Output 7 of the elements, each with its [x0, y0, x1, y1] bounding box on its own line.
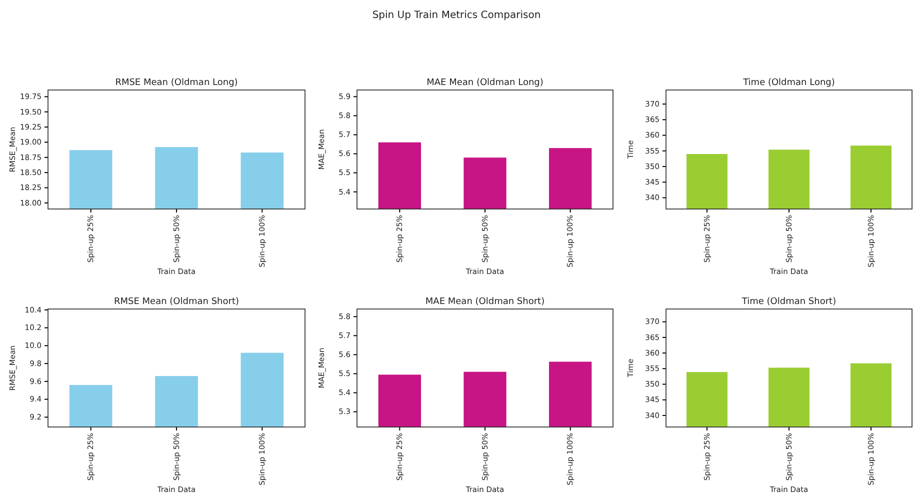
chart-title: MAE Mean (Oldman Short)	[425, 297, 545, 307]
chart-title: RMSE Mean (Oldman Long)	[115, 78, 238, 88]
chart-title: Time (Oldman Long)	[742, 78, 835, 88]
chart-title: Time (Oldman Short)	[740, 297, 836, 307]
text: Spin Up Train Metrics Comparison	[372, 10, 541, 21]
chart-title: RMSE Mean (Oldman Short)	[114, 297, 239, 307]
chart-title: MAE Mean (Oldman Long)	[426, 78, 544, 88]
